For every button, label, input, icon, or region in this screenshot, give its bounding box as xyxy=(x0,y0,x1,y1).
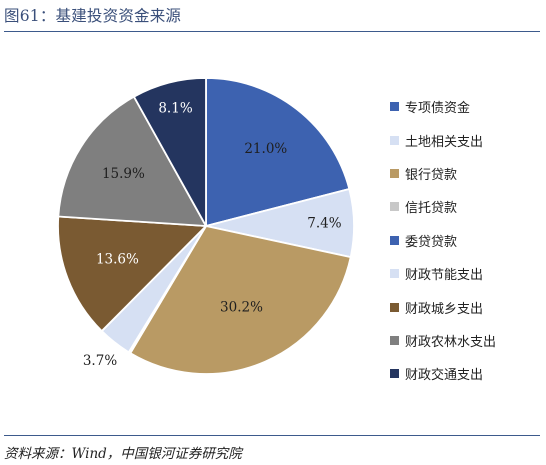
legend-item-2: 土地相关支出 xyxy=(390,123,496,156)
pie-slice-1 xyxy=(205,77,351,227)
pie-slice-3 xyxy=(129,225,352,375)
legend-label-9: 财政交通支出 xyxy=(405,368,484,384)
legend-item-4: 信托贷款 xyxy=(390,190,496,223)
source-rule xyxy=(4,435,540,436)
legend-item-3: 银行贷款 xyxy=(390,157,496,190)
legend-label-1: 专项债资金 xyxy=(405,101,471,117)
legend-item-7: 财政城乡支出 xyxy=(390,290,496,323)
figure-title: 图61：基建投资资金来源 xyxy=(4,7,182,25)
data-label-1: 21.0% xyxy=(244,141,287,157)
legend-label-4: 信托贷款 xyxy=(405,201,458,217)
data-label-8: 15.9% xyxy=(102,166,145,182)
legend-label-5: 委贷贷款 xyxy=(405,234,458,250)
legend-label-7: 财政城乡支出 xyxy=(405,301,484,317)
legend-swatch-5 xyxy=(390,235,399,245)
data-label-6: 3.7% xyxy=(83,353,117,369)
legend-swatch-4 xyxy=(390,202,399,212)
legend-swatch-8 xyxy=(390,335,399,345)
legend-label-6: 财政节能支出 xyxy=(405,268,484,284)
legend-swatch-9 xyxy=(390,369,399,379)
data-label-3: 30.2% xyxy=(220,299,263,315)
legend-label-2: 土地相关支出 xyxy=(405,134,484,150)
source-note: 资料来源：Wind，中国银河证券研究院 xyxy=(4,446,242,462)
pie-slice-8 xyxy=(57,95,207,227)
legend-item-8: 财政农林水支出 xyxy=(390,324,496,357)
legend-swatch-3 xyxy=(390,168,399,178)
legend-item-5: 委贷贷款 xyxy=(390,224,496,257)
title-rule xyxy=(4,31,540,32)
legend-label-8: 财政农林水支出 xyxy=(405,334,497,350)
legend-item-1: 专项债资金 xyxy=(390,90,496,123)
data-label-2: 7.4% xyxy=(307,216,341,232)
data-label-7: 13.6% xyxy=(96,252,139,268)
legend-item-9: 财政交通支出 xyxy=(390,357,496,390)
pie-slice-9 xyxy=(133,77,207,227)
legend-swatch-7 xyxy=(390,302,399,312)
pie-slice-7 xyxy=(57,215,207,332)
legend-item-6: 财政节能支出 xyxy=(390,257,496,290)
legend-swatch-1 xyxy=(390,102,399,112)
data-label-9: 8.1% xyxy=(158,101,192,117)
legend-swatch-2 xyxy=(390,135,399,145)
legend-label-3: 银行贷款 xyxy=(405,167,458,183)
legend-swatch-6 xyxy=(390,269,399,279)
chart-legend: 专项债资金土地相关支出 银行贷款信托贷款委贷贷款财政节能支出 财政城乡支出 财政农林水… xyxy=(390,90,496,391)
